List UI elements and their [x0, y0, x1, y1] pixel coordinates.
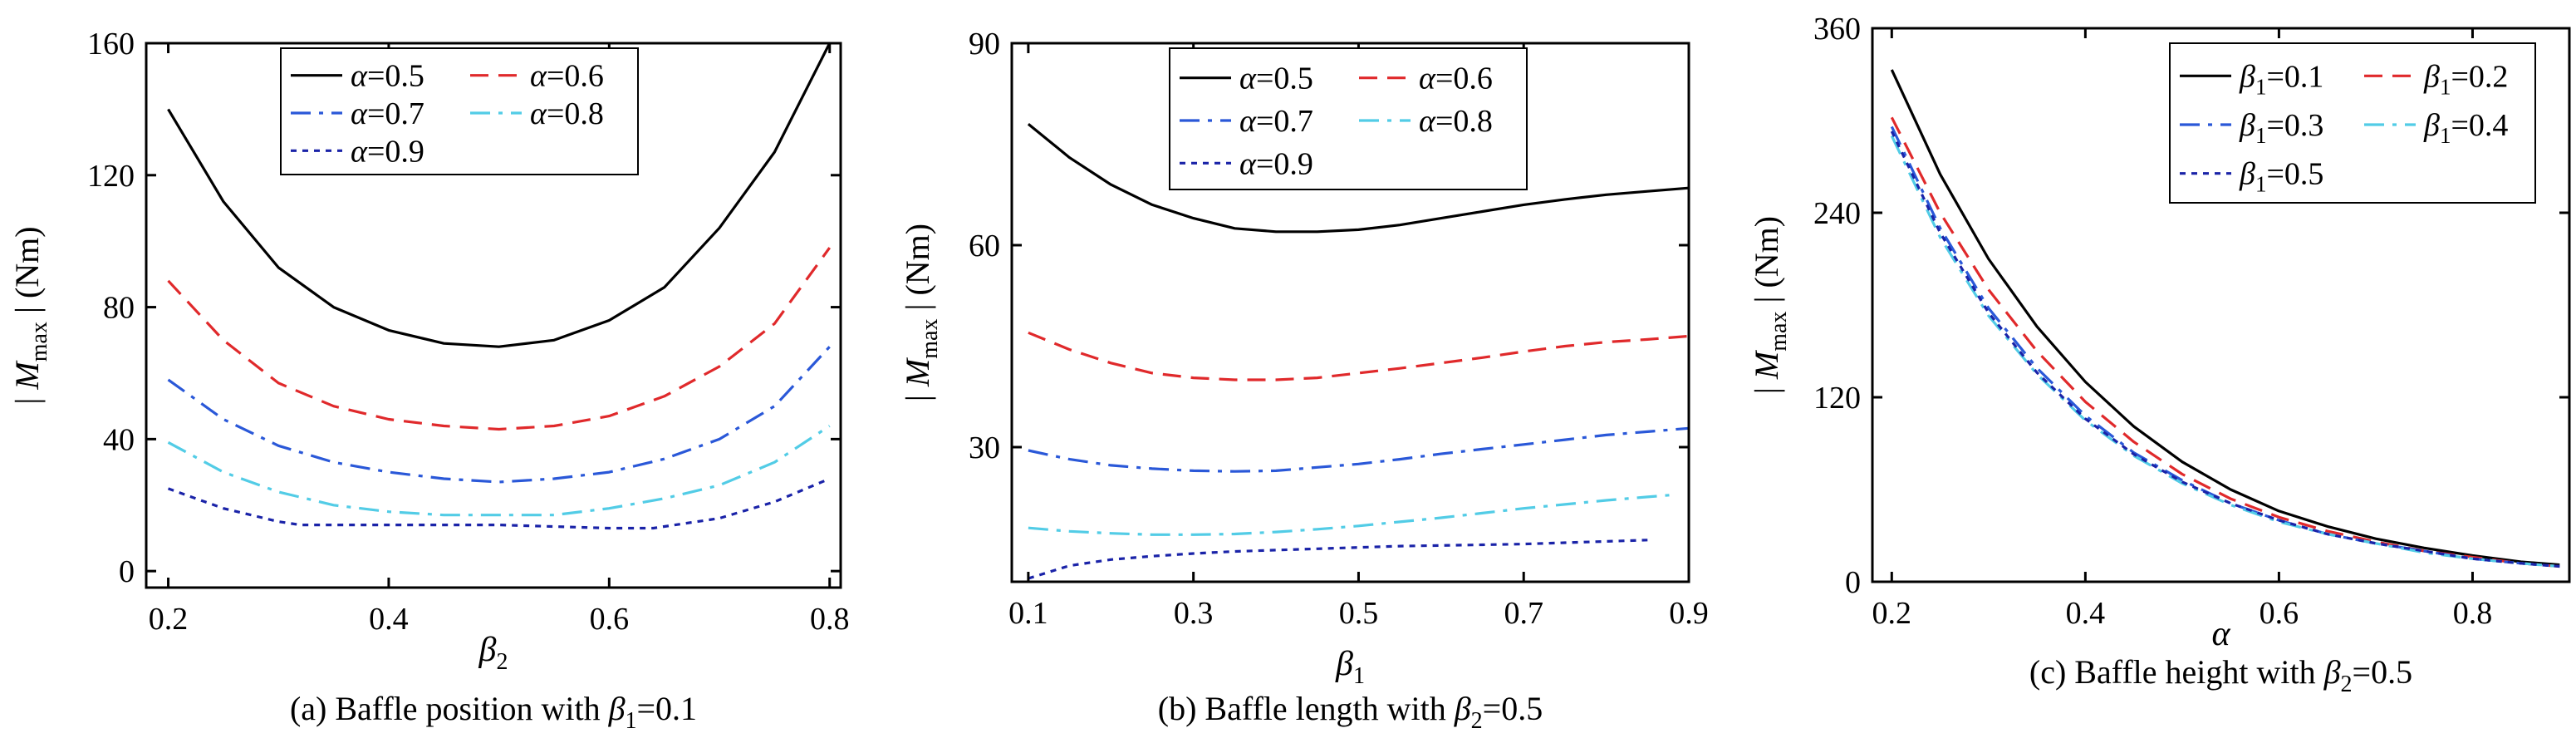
- y-axis-label: | Mmax | (Nm): [1748, 216, 1792, 394]
- legend: β1=0.1 β1=0.2 β1=0.3 β1=0.4 β1=0.5: [2169, 42, 2536, 204]
- series-line-5: [1028, 539, 1648, 580]
- y-tick-label: 40: [103, 422, 135, 457]
- series-line-4: [1890, 135, 2560, 568]
- legend-label-3: β1=0.3: [2239, 108, 2323, 148]
- series-line-1: [1027, 122, 1689, 234]
- legend-label-5: α=0.9: [1239, 146, 1313, 181]
- legend-label-5: β1=0.5: [2239, 157, 2323, 197]
- series-line-1: [167, 43, 832, 348]
- panel-caption: (b) Baffle length with β2=0.5: [1158, 690, 1543, 734]
- legend-label-1: α=0.5: [1239, 62, 1313, 96]
- y-tick-label: 30: [969, 431, 1000, 465]
- panel-caption: (c) Baffle height with β2=0.5: [2029, 653, 2412, 697]
- y-tick-label: 60: [969, 229, 1000, 263]
- series-line-5: [167, 477, 831, 530]
- x-tick-label: 0.8: [810, 602, 850, 637]
- x-tick-label: 0.4: [2066, 596, 2106, 631]
- x-tick-label: 0.1: [1008, 596, 1048, 631]
- legend: α=0.5 α=0.6 α=0.7 α=0.8 α=0.9: [1169, 47, 1528, 190]
- y-tick-label: 90: [969, 27, 1000, 62]
- legend-label-1: β1=0.1: [2239, 59, 2323, 99]
- x-tick-label: 0.5: [1339, 596, 1379, 631]
- legend-box: [2169, 42, 2536, 204]
- y-tick-label: 360: [1813, 12, 1861, 47]
- legend-label-3: α=0.7: [1239, 104, 1313, 139]
- x-tick-label: 0.6: [590, 602, 630, 637]
- legend: α=0.5 α=0.6 α=0.7 α=0.8 α=0.9: [280, 47, 639, 175]
- x-axis-label: β2: [478, 631, 508, 675]
- series-line-2: [1890, 116, 2560, 568]
- panel-c: 0.2 0.4 0.6 0.8 0 120 240 360 | Mmax | (Nm) α(c) …: [1748, 12, 2571, 697]
- legend-label-2: β1=0.2: [2423, 59, 2508, 99]
- x-tick-label: 0.6: [2260, 596, 2299, 631]
- series-group: [1890, 69, 2560, 568]
- series-line-4: [167, 425, 831, 517]
- x-tick-label: 0.2: [1872, 596, 1912, 631]
- legend-label-2: α=0.6: [1419, 62, 1493, 96]
- legend-label-2: α=0.6: [530, 59, 604, 94]
- legend-label-5: α=0.9: [351, 134, 424, 169]
- plot-frame: [1871, 27, 2571, 583]
- series-line-1: [1890, 69, 2560, 567]
- series-line-2: [1028, 331, 1689, 381]
- legend-label-4: α=0.8: [530, 96, 604, 131]
- x-tick-label: 0.8: [2453, 596, 2493, 631]
- x-axis-label: α: [2211, 615, 2230, 653]
- y-tick-label: 120: [1813, 381, 1861, 416]
- x-axis-label: β1: [1335, 645, 1365, 689]
- y-tick-label: 120: [87, 159, 135, 194]
- series-group: [1027, 122, 1689, 580]
- plot-frame: [145, 42, 842, 589]
- y-axis-label: | Mmax | (Nm): [8, 226, 52, 404]
- legend-label-1: α=0.5: [351, 59, 424, 94]
- x-tick-label: 0.2: [149, 602, 189, 637]
- y-tick-label: 0: [119, 554, 135, 589]
- y-axis-label: | Mmax | (Nm): [899, 224, 943, 401]
- series-line-2: [167, 247, 831, 431]
- series-group: [167, 43, 832, 530]
- plot-frame: [1010, 42, 1690, 583]
- series-line-4: [1028, 493, 1673, 536]
- legend-label-4: β1=0.4: [2423, 108, 2508, 148]
- legend-box: [1169, 47, 1528, 190]
- panel-caption: (a) Baffle position with β1=0.1: [290, 690, 697, 734]
- legend-label-4: α=0.8: [1419, 104, 1493, 139]
- x-tick-label: 0.9: [1669, 596, 1709, 631]
- y-tick-label: 160: [87, 27, 135, 62]
- series-line-3: [167, 346, 831, 484]
- x-tick-label: 0.7: [1504, 596, 1543, 631]
- y-tick-label: 240: [1813, 196, 1861, 231]
- x-tick-label: 0.3: [1174, 596, 1214, 631]
- panel-a: 0.2 0.4 0.6 0.8 0 40 80 120 160 | Mmax | (Nm) β2 (a…: [8, 27, 849, 734]
- legend-label-3: α=0.7: [351, 96, 424, 131]
- y-tick-label: 0: [1845, 565, 1861, 600]
- panel-b: 0.1 0.3 0.5 0.7 0.9 30 60 90 | Mmax | (Nm) β1(b) …: [899, 27, 1709, 734]
- legend-box: [280, 47, 639, 175]
- y-tick-label: 80: [103, 291, 135, 326]
- x-tick-label: 0.4: [369, 602, 409, 637]
- series-line-3: [1028, 426, 1689, 473]
